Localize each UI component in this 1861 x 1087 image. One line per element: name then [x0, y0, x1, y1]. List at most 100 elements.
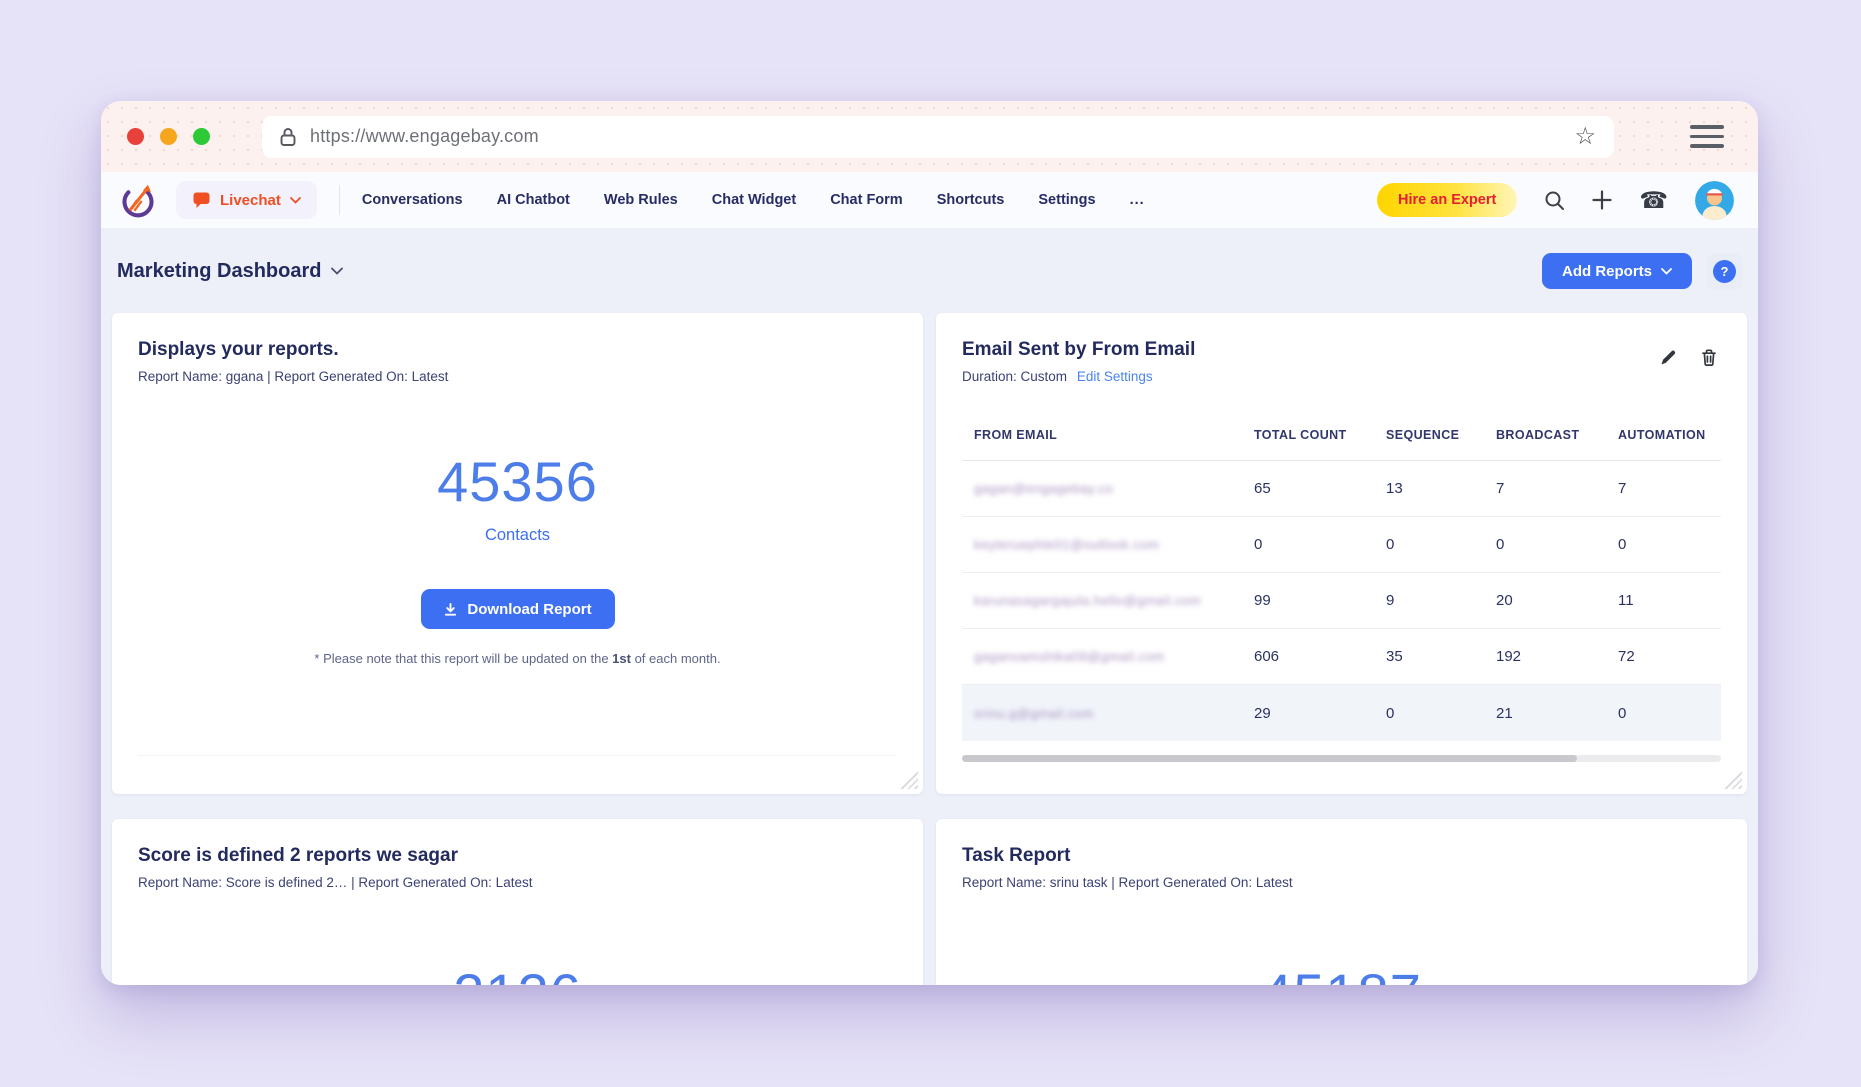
contacts-count: 45356 [437, 450, 598, 513]
sequence-value: 0 [1386, 704, 1395, 722]
broadcast-value: 0 [1496, 536, 1505, 553]
edit-pencil-icon[interactable] [1660, 349, 1677, 366]
nav-item-web-rules[interactable]: Web Rules [603, 192, 678, 208]
card-actions [1660, 349, 1717, 366]
card-divider [138, 755, 897, 756]
card-title: Score is defined 2 reports we sagar [138, 845, 458, 866]
nav-item-chat-widget[interactable]: Chat Widget [711, 192, 797, 208]
total-count-value: 65 [1254, 480, 1271, 497]
nav-item-ai-chatbot[interactable]: AI Chatbot [496, 192, 570, 208]
scrollbar-thumb[interactable] [962, 755, 1577, 762]
url-bar[interactable]: https://www.engagebay.com ☆ [262, 115, 1614, 158]
score-count: 2126 [453, 966, 582, 986]
minimize-window-button[interactable] [160, 128, 177, 145]
livechat-label: Livechat [220, 191, 281, 209]
close-window-button[interactable] [127, 128, 144, 145]
from-email-redacted: karunasagargajula.hello@gmail.com [974, 593, 1201, 608]
add-reports-button[interactable]: Add Reports [1542, 253, 1692, 289]
automation-value: 0 [1618, 704, 1627, 722]
card-subtitle: Report Name: srinu task | Report Generat… [962, 875, 1293, 890]
card-subtitle: Report Name: ggana | Report Generated On… [138, 369, 449, 384]
email-sent-card: Email Sent by From Email Duration: Custo… [936, 313, 1747, 794]
col-broadcast: BROADCAST [1496, 428, 1580, 442]
sequence-value: 13 [1386, 480, 1403, 497]
page-title: Marketing Dashboard [117, 259, 322, 282]
broadcast-value: 192 [1496, 648, 1522, 665]
url-text: https://www.engagebay.com [310, 126, 539, 146]
card-subtitle: Report Name: Score is defined 2… | Repor… [138, 875, 533, 890]
livechat-dropdown[interactable]: Livechat [176, 181, 317, 219]
from-email-redacted: srinu.g@gmail.com [974, 705, 1094, 721]
help-button[interactable]: ? [1706, 252, 1743, 290]
broadcast-value: 21 [1496, 704, 1513, 722]
page-content: Marketing Dashboard Add Reports ? Displa… [101, 229, 1758, 985]
from-email-redacted: keyteruephle01@outlook.com [974, 537, 1160, 552]
nav-item-chat-form[interactable]: Chat Form [830, 192, 903, 208]
table-body: gagan@engagebay.co 65 13 7 7 keyteruephl… [962, 461, 1721, 741]
question-mark-icon: ? [1713, 259, 1736, 283]
download-report-label: Download Report [467, 600, 592, 618]
resize-handle[interactable] [1723, 770, 1742, 789]
sequence-value: 9 [1386, 592, 1395, 609]
bookmark-star-icon[interactable]: ☆ [1574, 122, 1596, 150]
col-sequence: SEQUENCE [1386, 428, 1460, 442]
page-header: Marketing Dashboard Add Reports ? [101, 229, 1758, 313]
card-title: Email Sent by From Email [962, 339, 1196, 360]
table-header-row: FROM EMAIL TOTAL COUNT SEQUENCE BROADCAS… [962, 410, 1721, 461]
card-title: Task Report [962, 845, 1071, 866]
add-plus-icon[interactable] [1592, 190, 1612, 210]
nav-item-conversations[interactable]: Conversations [361, 192, 463, 208]
broadcast-value: 20 [1496, 592, 1513, 609]
card-subtitle: Duration: Custom Edit Settings [962, 369, 1721, 384]
maximize-window-button[interactable] [193, 128, 210, 145]
nav-menu: Conversations AI Chatbot Web Rules Chat … [362, 192, 1145, 208]
hire-an-expert-button[interactable]: Hire an Expert [1377, 183, 1518, 217]
col-automation: AUTOMATION [1618, 428, 1706, 442]
total-count-value: 99 [1254, 592, 1271, 609]
from-email-redacted: gagan@engagebay.co [974, 481, 1114, 496]
search-icon[interactable] [1544, 190, 1565, 211]
nav-item-settings[interactable]: Settings [1038, 192, 1096, 208]
navbar-actions: Hire an Expert ☎ [1377, 180, 1734, 220]
edit-settings-link[interactable]: Edit Settings [1076, 369, 1153, 384]
user-avatar[interactable] [1695, 180, 1734, 220]
contacts-label: Contacts [484, 526, 551, 544]
engagebay-logo-icon[interactable] [120, 182, 156, 218]
chevron-down-icon [289, 196, 301, 204]
window-controls [127, 128, 210, 145]
resize-handle[interactable] [899, 770, 918, 789]
app-navbar: Livechat Conversations AI Chatbot Web Ru… [101, 172, 1758, 229]
header-actions: Add Reports ? [1542, 252, 1743, 290]
from-email-redacted: gaganvamshika09@gmail.com [974, 649, 1165, 664]
report-footnote: * Please note that this report will be u… [314, 651, 721, 666]
col-total-count: TOTAL COUNT [1254, 428, 1347, 442]
dashboard-grid: Displays your reports. Report Name: ggan… [112, 313, 1747, 985]
download-report-button[interactable]: Download Report [420, 589, 615, 629]
automation-value: 7 [1618, 480, 1627, 497]
phone-icon[interactable]: ☎ [1639, 186, 1668, 213]
task-count: 45187 [1261, 966, 1422, 986]
duration-label: Duration: Custom [962, 369, 1068, 384]
delete-trash-icon[interactable] [1701, 349, 1717, 366]
dashboard-title-dropdown[interactable]: Marketing Dashboard [117, 259, 344, 283]
score-report-card: Score is defined 2 reports we sagar Repo… [112, 819, 923, 985]
total-count-value: 29 [1254, 704, 1271, 722]
col-from-email: FROM EMAIL [974, 428, 1058, 442]
chevron-down-icon [1661, 267, 1672, 275]
table-row: karunasagargajula.hello@gmail.com 99 9 2… [962, 573, 1721, 629]
sequence-value: 0 [1386, 536, 1395, 553]
card-title: Displays your reports. [138, 339, 339, 360]
nav-item-shortcuts[interactable]: Shortcuts [936, 192, 1005, 208]
table-row-highlighted: srinu.g@gmail.com 29 0 21 0 [962, 685, 1721, 741]
browser-menu-icon[interactable] [1690, 125, 1724, 148]
nav-divider [338, 185, 340, 215]
browser-window: https://www.engagebay.com ☆ Livechat Con… [101, 101, 1758, 985]
table-row: keyteruephle01@outlook.com 0 0 0 0 [962, 517, 1721, 573]
email-table: FROM EMAIL TOTAL COUNT SEQUENCE BROADCAS… [962, 410, 1721, 762]
horizontal-scrollbar [962, 755, 1721, 762]
task-report-card: Task Report Report Name: srinu task | Re… [936, 819, 1747, 985]
total-count-value: 606 [1254, 648, 1280, 665]
add-reports-label: Add Reports [1562, 262, 1652, 280]
table-row: gaganvamshika09@gmail.com 606 35 192 72 [962, 629, 1721, 685]
nav-more-ellipsis[interactable]: ... [1129, 192, 1145, 208]
